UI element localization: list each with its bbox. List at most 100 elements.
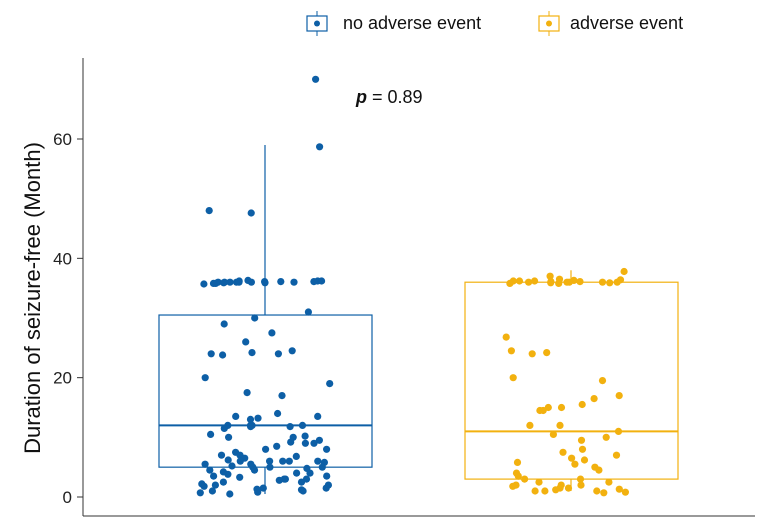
data-point [201,374,209,382]
data-point [266,463,274,471]
data-point [514,472,522,480]
data-point [502,333,510,341]
data-point [268,329,276,337]
data-point [196,489,204,497]
data-point [288,347,296,355]
data-point [310,278,318,286]
data-point [259,484,267,492]
data-point [541,487,549,495]
data-point [297,478,306,486]
data-point [595,466,603,474]
data-point [248,349,256,357]
legend-label: adverse event [570,13,683,33]
data-point [314,412,322,420]
data-point [286,423,294,431]
data-point [571,460,579,468]
y-axis-title: Duration of seizure-free (Month) [20,142,45,454]
y-tick-label: 20 [53,369,72,388]
legend: no adverse event adverse event [306,11,683,36]
axes: Duration of seizure-free (Month) [20,58,755,517]
data-point [310,439,318,447]
data-point [232,412,240,420]
data-point [621,488,630,496]
data-point [531,487,539,495]
data-point [236,457,244,465]
data-point [225,433,233,441]
data-point [247,278,255,286]
data-point [326,380,334,388]
data-point [521,475,529,483]
data-point [576,475,585,483]
y-ticks: 0 20 40 60 [53,130,83,507]
data-point [242,338,250,346]
data-point [577,436,586,444]
data-point [210,472,218,480]
data-point [515,277,524,285]
data-point [318,277,326,285]
y-tick-label: 60 [53,130,72,149]
data-point [290,278,298,286]
data-point [219,351,227,359]
data-point [525,278,533,286]
box-iqr [464,281,679,480]
boxes [158,144,679,495]
data-point [507,347,515,355]
data-point [254,414,262,422]
data-point [314,457,322,465]
data-point [243,389,251,397]
data-point [616,276,625,284]
data-point [278,392,286,400]
data-point [318,463,326,471]
data-point [220,424,228,432]
data-point [559,448,567,456]
data-point [615,485,623,493]
data-point [600,489,608,497]
data-point [509,374,517,382]
data-point [273,442,281,450]
data-point [287,438,295,446]
data-point [306,469,314,477]
data-point [509,482,517,490]
data-point [299,487,307,495]
p-value-text: = 0.89 [367,87,423,107]
data-point [580,456,589,464]
box-iqr [158,314,373,468]
data-point [251,314,259,322]
data-point [312,75,320,83]
data-point [220,278,229,286]
data-point [535,478,543,486]
data-point [277,278,285,286]
data-point [228,462,236,470]
data-point [224,456,232,464]
data-point [298,421,307,429]
data-point [547,278,555,286]
data-point [564,484,573,492]
data-point [556,421,564,429]
data-point [322,484,330,492]
legend-key-dot [546,20,552,27]
data-point [602,433,610,441]
data-point [205,207,213,215]
data-point [274,409,282,418]
data-point [247,209,255,217]
data-point [220,320,228,328]
data-point [620,267,628,276]
data-point [557,403,566,412]
points [196,75,630,498]
data-point [549,430,558,438]
data-point [279,457,287,465]
data-point [323,472,331,480]
data-point [274,350,282,358]
data-point [253,485,261,493]
legend-item-no-adverse-event: no adverse event [306,11,481,36]
data-point [261,278,269,286]
legend-item-adverse-event: adverse event [538,11,683,36]
legend-label: no adverse event [343,13,481,33]
data-point [315,436,323,444]
data-point [217,451,226,459]
data-point [543,349,551,357]
legend-key [538,11,560,36]
p-value-annotation: p = 0.89 [355,87,423,107]
data-point [590,395,598,403]
